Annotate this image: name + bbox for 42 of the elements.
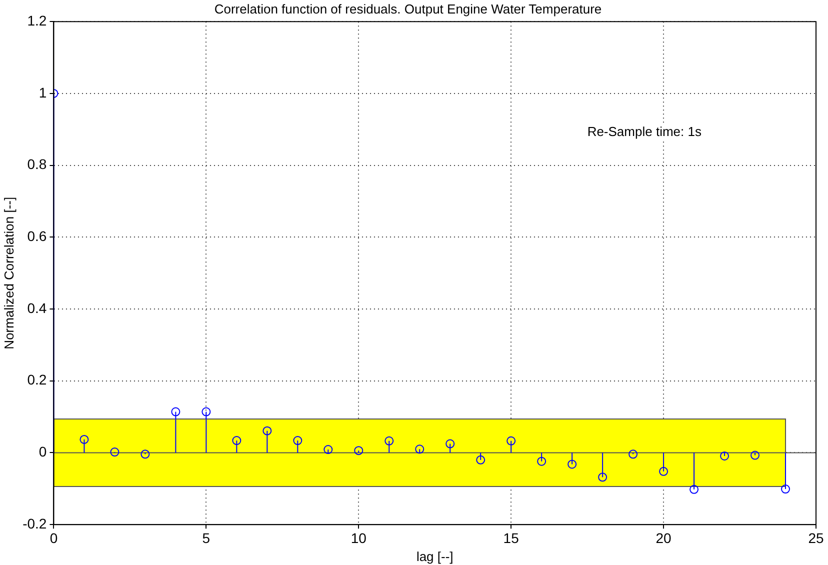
point — [750, 450, 760, 460]
point — [628, 450, 638, 459]
y-axis-title: Normalized Correlation [--] — [1, 196, 16, 350]
point — [384, 436, 394, 446]
point — [171, 407, 180, 416]
point — [110, 448, 120, 457]
point — [140, 450, 150, 459]
y-tick-label: 1 — [38, 84, 47, 100]
point — [476, 455, 486, 464]
y-tick-label: 0.4 — [27, 300, 47, 316]
x-tick-label: 10 — [350, 530, 367, 546]
point — [568, 460, 577, 469]
x-tick-label: 15 — [503, 530, 520, 546]
x-tick-label: 20 — [656, 530, 672, 546]
point — [354, 446, 364, 456]
point — [202, 407, 211, 416]
point — [598, 472, 608, 482]
point — [720, 451, 730, 460]
y-tick-label: 0.2 — [27, 372, 47, 388]
point — [415, 444, 424, 454]
point — [80, 434, 89, 444]
x-tick-label: 5 — [202, 530, 210, 546]
point — [506, 436, 516, 446]
y-tick-label: 1.2 — [27, 12, 47, 28]
point — [690, 484, 699, 494]
annotation: Re-Sample time: 1s — [587, 124, 702, 139]
x-axis-title: lag [--] — [416, 548, 454, 564]
y-tick-label: 0.6 — [27, 228, 47, 244]
x-tick-label: 25 — [808, 530, 824, 546]
point — [659, 466, 668, 476]
x-tick-label: 0 — [50, 530, 58, 546]
point — [781, 484, 790, 494]
point — [262, 426, 272, 436]
y-tick-label: -0.2 — [22, 515, 47, 532]
point — [324, 445, 333, 454]
y-tick-label: 0.8 — [27, 156, 47, 172]
point — [232, 436, 242, 446]
y-tick-label: 0 — [38, 444, 47, 460]
point — [293, 436, 302, 446]
point — [537, 456, 546, 466]
point — [446, 439, 455, 448]
chart-title: Correlation function of residuals. Output Engine Water Temperature — [214, 1, 602, 16]
